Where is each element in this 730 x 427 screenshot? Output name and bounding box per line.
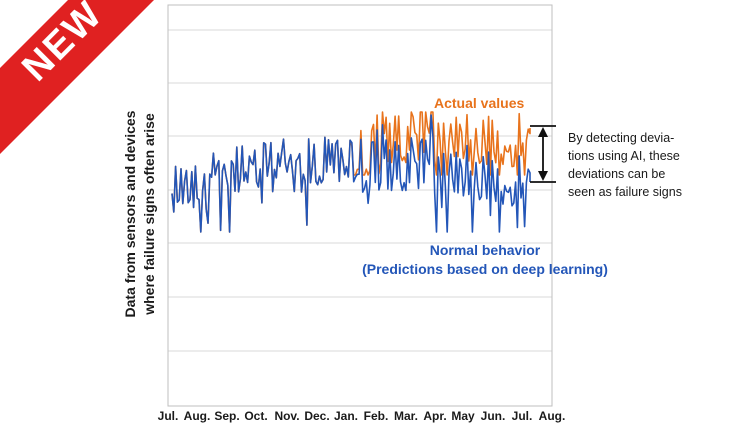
x-tick-label: Jul. — [158, 409, 179, 423]
normal-behavior-label: Normal behavior (Predictions based on de… — [360, 241, 610, 279]
x-tick-label: Apr. — [423, 409, 446, 423]
annotation-line4: seen as failure signs — [568, 185, 682, 199]
x-tick-label: Nov. — [274, 409, 299, 423]
deviation-annotation: By detecting devia- tions using AI, thes… — [568, 129, 718, 201]
normal-behavior-label-line1: Normal behavior — [429, 242, 541, 258]
x-tick-label: Feb. — [364, 409, 389, 423]
annotation-line3: deviations can be — [568, 167, 666, 181]
annotation-line2: tions using AI, these — [568, 149, 680, 163]
y-axis-label-line2: where failure signs often arise — [141, 113, 157, 315]
x-tick-label: Jan. — [334, 409, 358, 423]
deviation-arrow — [530, 125, 556, 183]
x-tick-label: May — [451, 409, 475, 423]
annotation-line1: By detecting devia- — [568, 131, 675, 145]
y-axis-label-line1: Data from sensors and devices — [122, 110, 138, 318]
x-tick-label: Dec. — [304, 409, 329, 423]
x-tick-label: Oct. — [244, 409, 267, 423]
x-tick-label: Aug. — [184, 409, 211, 423]
x-tick-label: Aug. — [539, 409, 566, 423]
x-tick-labels: Jul. Aug. Sep. Oct. Nov. Dec. Jan. Feb. Mar. Apr.… — [158, 409, 566, 423]
x-tick-label: Jul. — [512, 409, 533, 423]
x-tick-label: Mar. — [394, 409, 418, 423]
normal-behavior-label-line2: (Predictions based on deep learning) — [362, 261, 608, 277]
actual-values-label: Actual values — [434, 95, 525, 111]
new-badge-ribbon — [0, 0, 154, 154]
x-tick-label: Sep. — [214, 409, 239, 423]
y-axis-label: Data from sensors and devices where fail… — [121, 64, 159, 364]
normal-behavior-series — [171, 114, 531, 233]
x-tick-label: Jun. — [481, 409, 506, 423]
plot-frame — [167, 4, 553, 407]
